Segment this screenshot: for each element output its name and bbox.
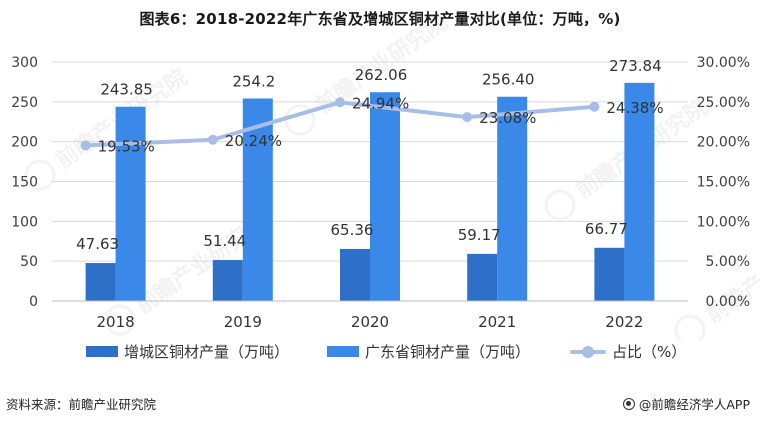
ratio-point xyxy=(462,112,473,123)
legend-label-guangdong: 广东省铜材产量（万吨） xyxy=(365,343,531,361)
data-labels: 47.63 243.85 51.44 254.2 65.36 262.06 59.17 256… xyxy=(76,57,663,253)
legend-item-ratio: 占比（%） xyxy=(570,341,686,362)
legend-label-ratio: 占比（%） xyxy=(612,343,687,361)
y-left-tick-label: 100 xyxy=(11,214,38,230)
legend-swatch-guangdong xyxy=(327,346,359,357)
y-left-tick-label: 50 xyxy=(20,254,38,270)
watermark-text: 前瞻产业研究院 xyxy=(701,219,760,329)
y-left-tick-label: 250 xyxy=(11,95,38,111)
data-label-zengcheng: 47.63 xyxy=(76,235,119,253)
data-label-zengcheng: 65.36 xyxy=(331,221,374,239)
data-label-ratio: 19.53% xyxy=(98,137,155,155)
y-left-tick-label: 300 xyxy=(11,55,38,71)
bars xyxy=(85,82,655,302)
footer: 资料来源：前瞻产业研究院 @前瞻经济学人APP xyxy=(6,394,750,414)
brand: @前瞻经济学人APP xyxy=(622,394,750,413)
brand-text: @前瞻经济学人APP xyxy=(638,397,750,412)
bar-guangdong xyxy=(624,82,655,302)
y-right-tick-label: 10.00% xyxy=(697,214,750,230)
data-label-zengcheng: 66.77 xyxy=(585,220,628,238)
x-tick-label: 2021 xyxy=(478,313,516,331)
data-label-ratio: 20.24% xyxy=(225,132,282,150)
x-tick-label: 2018 xyxy=(97,313,135,331)
chart-area: 前瞻产业研究院前瞻产业研究院前瞻产业研究院前瞻产业研究院前瞻产业研究院 47.6… xyxy=(11,9,760,340)
y-right-tick-label: 30.00% xyxy=(697,55,750,71)
bar-zengcheng xyxy=(594,247,625,301)
bar-zengcheng xyxy=(467,253,498,301)
watermark-logo-icon xyxy=(104,304,136,336)
source-text: 资料来源：前瞻产业研究院 xyxy=(6,397,157,412)
data-label-guangdong: 254.2 xyxy=(232,72,275,90)
bar-guangdong xyxy=(370,92,400,302)
legend: 增城区铜材产量（万吨） 广东省铜材产量（万吨） 占比（%） xyxy=(0,341,760,365)
data-label-guangdong: 243.85 xyxy=(100,81,153,99)
ratio-line xyxy=(80,97,600,151)
ratio-point xyxy=(80,140,91,151)
watermark-logo-icon xyxy=(674,314,706,340)
bar-zengcheng xyxy=(85,263,116,301)
x-tick-label: 2019 xyxy=(224,313,262,331)
y-right-tick-label: 15.00% xyxy=(697,175,750,191)
data-label-guangdong: 256.40 xyxy=(482,71,535,89)
axes: 0 0.00% 50 5.00% 100 10.00% 150 15.00% 200 20.00%… xyxy=(11,55,750,331)
data-label-ratio: 24.94% xyxy=(352,94,409,112)
legend-label-zengcheng: 增城区铜材产量（万吨） xyxy=(124,343,290,361)
legend-item-zengcheng: 增城区铜材产量（万吨） xyxy=(86,341,289,362)
y-left-tick-label: 200 xyxy=(11,135,38,151)
y-right-tick-label: 0.00% xyxy=(706,294,750,310)
data-label-guangdong: 262.06 xyxy=(355,66,408,84)
x-tick-label: 2022 xyxy=(605,313,643,331)
ratio-point xyxy=(207,134,218,145)
bar-zengcheng xyxy=(340,248,370,301)
brand-logo-icon xyxy=(622,397,635,410)
data-label-ratio: 24.38% xyxy=(606,99,663,117)
ratio-point xyxy=(589,101,600,112)
data-label-zengcheng: 51.44 xyxy=(203,232,246,250)
y-right-tick-label: 20.00% xyxy=(697,135,750,151)
bar-guangdong xyxy=(115,106,146,301)
y-right-tick-label: 5.00% xyxy=(706,254,750,270)
data-label-ratio: 23.08% xyxy=(479,109,536,127)
data-label-guangdong: 273.84 xyxy=(609,57,662,75)
bar-guangdong xyxy=(242,98,273,301)
watermark: 前瞻产业研究院 xyxy=(674,219,760,340)
bar-zengcheng xyxy=(212,260,243,301)
chart-title: 图表6：2018-2022年广东省及增城区铜材产量对比(单位：万吨，%) xyxy=(139,10,621,28)
legend-item-guangdong: 广东省铜材产量（万吨） xyxy=(327,341,530,362)
legend-swatch-zengcheng xyxy=(86,346,118,357)
watermark-logo-icon xyxy=(24,159,56,191)
watermark-logo-icon xyxy=(544,189,576,221)
ratio-point xyxy=(335,97,345,108)
y-left-tick-label: 0 xyxy=(29,294,38,310)
x-tick-label: 2020 xyxy=(351,313,389,331)
data-label-zengcheng: 59.17 xyxy=(458,226,501,244)
legend-swatch-ratio xyxy=(570,345,606,359)
y-left-tick-label: 150 xyxy=(11,175,38,191)
bar-guangdong xyxy=(497,96,528,301)
y-right-tick-label: 25.00% xyxy=(697,95,750,111)
